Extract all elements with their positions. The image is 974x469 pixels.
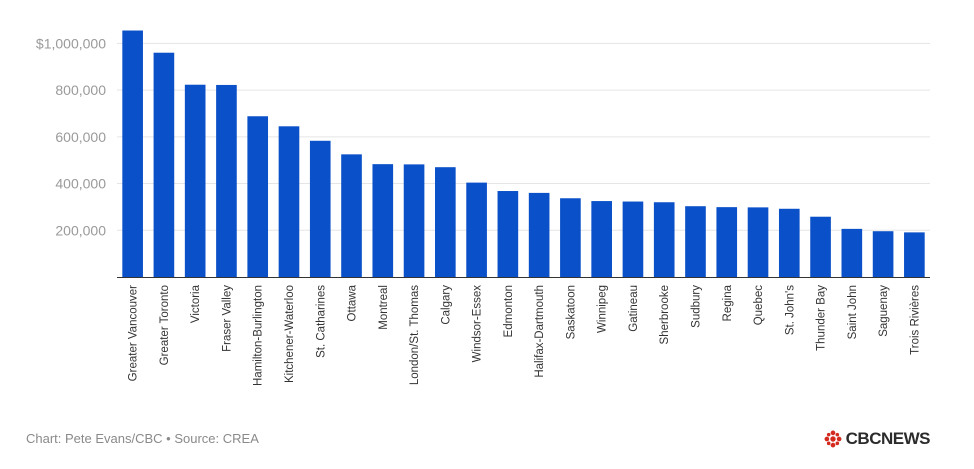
bar: [278, 126, 300, 278]
bar: [904, 232, 925, 277]
y-tick-label: 800,000: [55, 82, 106, 98]
x-category-label: Montreal: [378, 285, 390, 330]
x-category-label: Regina: [722, 284, 734, 321]
bar: [466, 182, 487, 277]
x-category-label: Saint John: [847, 285, 859, 339]
bar: [622, 201, 644, 277]
bar: [778, 208, 800, 277]
x-category-label: Winnipeg: [597, 285, 609, 333]
x-category-label: St. John's: [784, 285, 796, 335]
bar-chart: 200,000 400,000 600,000 800,000 $1,000,000 G…: [36, 30, 930, 386]
bar: [153, 52, 175, 277]
bar: [184, 84, 206, 277]
y-axis-tick-labels: 200,000 400,000 600,000 800,000 $1,000,000: [36, 35, 106, 238]
x-category-label: Saskatoon: [565, 285, 577, 339]
x-category-label: Windsor-Essex: [472, 285, 484, 363]
x-category-label: Quebec: [753, 285, 765, 326]
bar: [341, 154, 362, 277]
y-tick-label: $1,000,000: [36, 35, 106, 51]
x-category-label: Edmonton: [503, 285, 515, 337]
x-category-label: Greater Vancouver: [128, 285, 140, 381]
x-category-label: Kitchener-Waterloo: [284, 285, 296, 383]
gridlines: [117, 42, 930, 231]
bar: [560, 198, 581, 277]
x-category-label: Thunder Bay: [816, 285, 828, 351]
x-category-label: Sudbury: [690, 285, 702, 328]
cbc-news-wordmark: CBCNEWS: [845, 429, 931, 448]
bar: [247, 116, 269, 277]
x-category-label: Fraser Valley: [221, 285, 233, 352]
x-category-label: Ottawa: [347, 284, 359, 321]
bar: [372, 164, 394, 277]
bar: [810, 216, 831, 277]
chart-source-credit: Chart: Pete Evans/CBC • Source: CREA: [26, 431, 259, 446]
x-category-label: London/St. Thomas: [409, 285, 421, 385]
x-category-label: Victoria: [190, 284, 202, 323]
bar: [435, 167, 456, 277]
y-tick-label: 600,000: [55, 129, 106, 145]
x-category-label: Calgary: [440, 285, 452, 325]
bar: [716, 207, 738, 277]
x-category-label: Trois Rivières: [909, 285, 921, 355]
x-category-label: St. Catharines: [315, 285, 327, 358]
bar: [685, 206, 706, 277]
y-tick-label: 400,000: [55, 176, 106, 192]
x-category-label: Halifax-Dartmouth: [534, 285, 546, 378]
bar: [653, 202, 675, 277]
bars: [122, 30, 925, 278]
x-category-label: Gatineau: [628, 285, 640, 332]
cbc-news-logo: CBCNEWS: [824, 429, 931, 449]
bar: [841, 228, 863, 277]
bar: [216, 84, 237, 277]
bar: [591, 201, 612, 277]
bar: [497, 191, 519, 277]
x-category-label: Hamilton-Burlington: [253, 285, 265, 386]
x-category-label: Greater Toronto: [159, 285, 171, 365]
bar: [122, 30, 143, 277]
bar: [528, 192, 550, 277]
y-tick-label: 200,000: [55, 222, 106, 238]
bar: [403, 164, 425, 277]
x-axis-category-labels: Greater Vancouver Greater Toronto Victoria…: [128, 284, 922, 386]
cbc-gem-icon: [824, 430, 842, 448]
x-category-label: Sherbrooke: [659, 285, 671, 344]
x-category-label: Saguenay: [878, 285, 890, 337]
bar: [309, 140, 331, 277]
bar: [872, 231, 894, 277]
bar: [747, 207, 769, 277]
